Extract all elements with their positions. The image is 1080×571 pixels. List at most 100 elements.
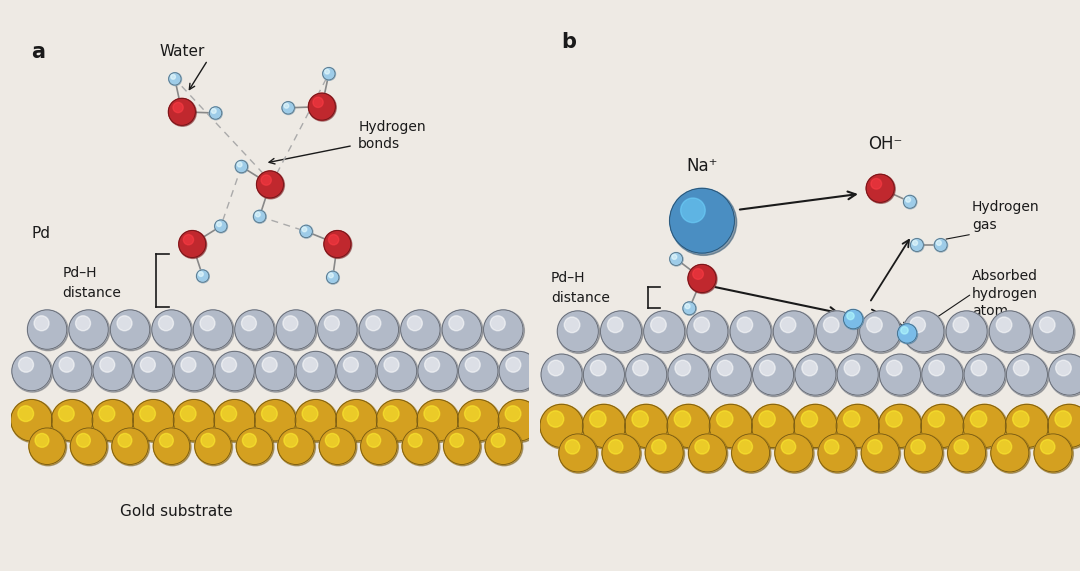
Circle shape <box>946 311 987 352</box>
Circle shape <box>731 312 772 353</box>
Circle shape <box>282 102 295 114</box>
Circle shape <box>672 255 677 259</box>
Circle shape <box>990 434 1029 472</box>
Circle shape <box>867 440 882 454</box>
Circle shape <box>737 317 753 333</box>
Circle shape <box>99 406 114 421</box>
Circle shape <box>879 405 923 449</box>
Circle shape <box>324 316 339 331</box>
Circle shape <box>837 405 881 449</box>
Circle shape <box>600 311 642 352</box>
Circle shape <box>759 411 775 427</box>
Circle shape <box>796 355 837 396</box>
Circle shape <box>378 352 418 392</box>
Circle shape <box>603 435 642 473</box>
Circle shape <box>325 433 339 447</box>
Circle shape <box>837 354 878 395</box>
Text: Na⁺: Na⁺ <box>686 157 718 175</box>
Circle shape <box>180 406 197 421</box>
Circle shape <box>564 317 580 333</box>
Circle shape <box>491 433 505 447</box>
Circle shape <box>18 357 33 372</box>
Circle shape <box>674 411 691 427</box>
Circle shape <box>139 406 156 421</box>
Circle shape <box>257 171 284 199</box>
Circle shape <box>548 360 564 376</box>
Circle shape <box>256 351 295 391</box>
Circle shape <box>934 239 947 252</box>
Circle shape <box>1007 355 1049 396</box>
Circle shape <box>632 411 648 427</box>
Circle shape <box>752 405 796 449</box>
Circle shape <box>591 360 606 376</box>
Circle shape <box>1048 404 1080 448</box>
Circle shape <box>836 404 879 448</box>
Circle shape <box>843 309 864 329</box>
Circle shape <box>887 360 902 376</box>
Circle shape <box>897 324 918 344</box>
Circle shape <box>449 316 463 331</box>
Circle shape <box>383 406 400 421</box>
Circle shape <box>302 227 307 232</box>
Circle shape <box>197 270 208 282</box>
Circle shape <box>323 67 336 81</box>
Circle shape <box>171 75 175 79</box>
Circle shape <box>276 310 315 349</box>
Circle shape <box>53 351 92 391</box>
Circle shape <box>235 160 248 173</box>
Circle shape <box>215 220 228 233</box>
Circle shape <box>936 240 942 246</box>
Circle shape <box>70 428 107 464</box>
Circle shape <box>692 268 703 279</box>
Circle shape <box>408 433 422 447</box>
Circle shape <box>1040 440 1055 454</box>
Circle shape <box>444 428 482 466</box>
Circle shape <box>403 428 440 466</box>
Circle shape <box>866 175 895 203</box>
Circle shape <box>402 428 438 464</box>
Circle shape <box>921 354 963 395</box>
Circle shape <box>542 355 583 396</box>
Circle shape <box>52 400 94 443</box>
Circle shape <box>1013 360 1029 376</box>
Circle shape <box>861 434 900 472</box>
Circle shape <box>377 400 419 443</box>
Circle shape <box>297 352 337 392</box>
Circle shape <box>234 310 274 349</box>
Circle shape <box>716 411 733 427</box>
Text: Pd–H
distance: Pd–H distance <box>63 266 122 300</box>
Circle shape <box>901 327 908 334</box>
Circle shape <box>194 428 231 464</box>
Circle shape <box>948 435 987 473</box>
Circle shape <box>845 360 860 376</box>
Circle shape <box>28 311 68 351</box>
Circle shape <box>35 316 49 331</box>
Circle shape <box>688 312 729 353</box>
Circle shape <box>557 311 598 352</box>
Circle shape <box>1055 360 1071 376</box>
Circle shape <box>710 404 753 448</box>
Circle shape <box>680 198 705 223</box>
Circle shape <box>35 433 49 447</box>
Circle shape <box>419 352 459 392</box>
Circle shape <box>442 310 482 349</box>
Circle shape <box>541 405 584 449</box>
Circle shape <box>505 406 521 421</box>
Circle shape <box>964 355 1007 396</box>
Circle shape <box>775 435 814 473</box>
Circle shape <box>989 311 1030 352</box>
Circle shape <box>670 253 683 266</box>
Circle shape <box>801 360 818 376</box>
Circle shape <box>193 310 232 349</box>
Circle shape <box>626 355 669 396</box>
Circle shape <box>27 310 67 349</box>
Circle shape <box>879 354 920 395</box>
Text: Pd: Pd <box>31 226 51 241</box>
Circle shape <box>781 440 796 454</box>
Text: Hydrogen
bonds: Hydrogen bonds <box>359 119 426 151</box>
Circle shape <box>687 311 728 352</box>
Circle shape <box>963 404 1007 448</box>
Circle shape <box>256 352 296 392</box>
Circle shape <box>795 354 836 395</box>
Circle shape <box>464 406 481 421</box>
